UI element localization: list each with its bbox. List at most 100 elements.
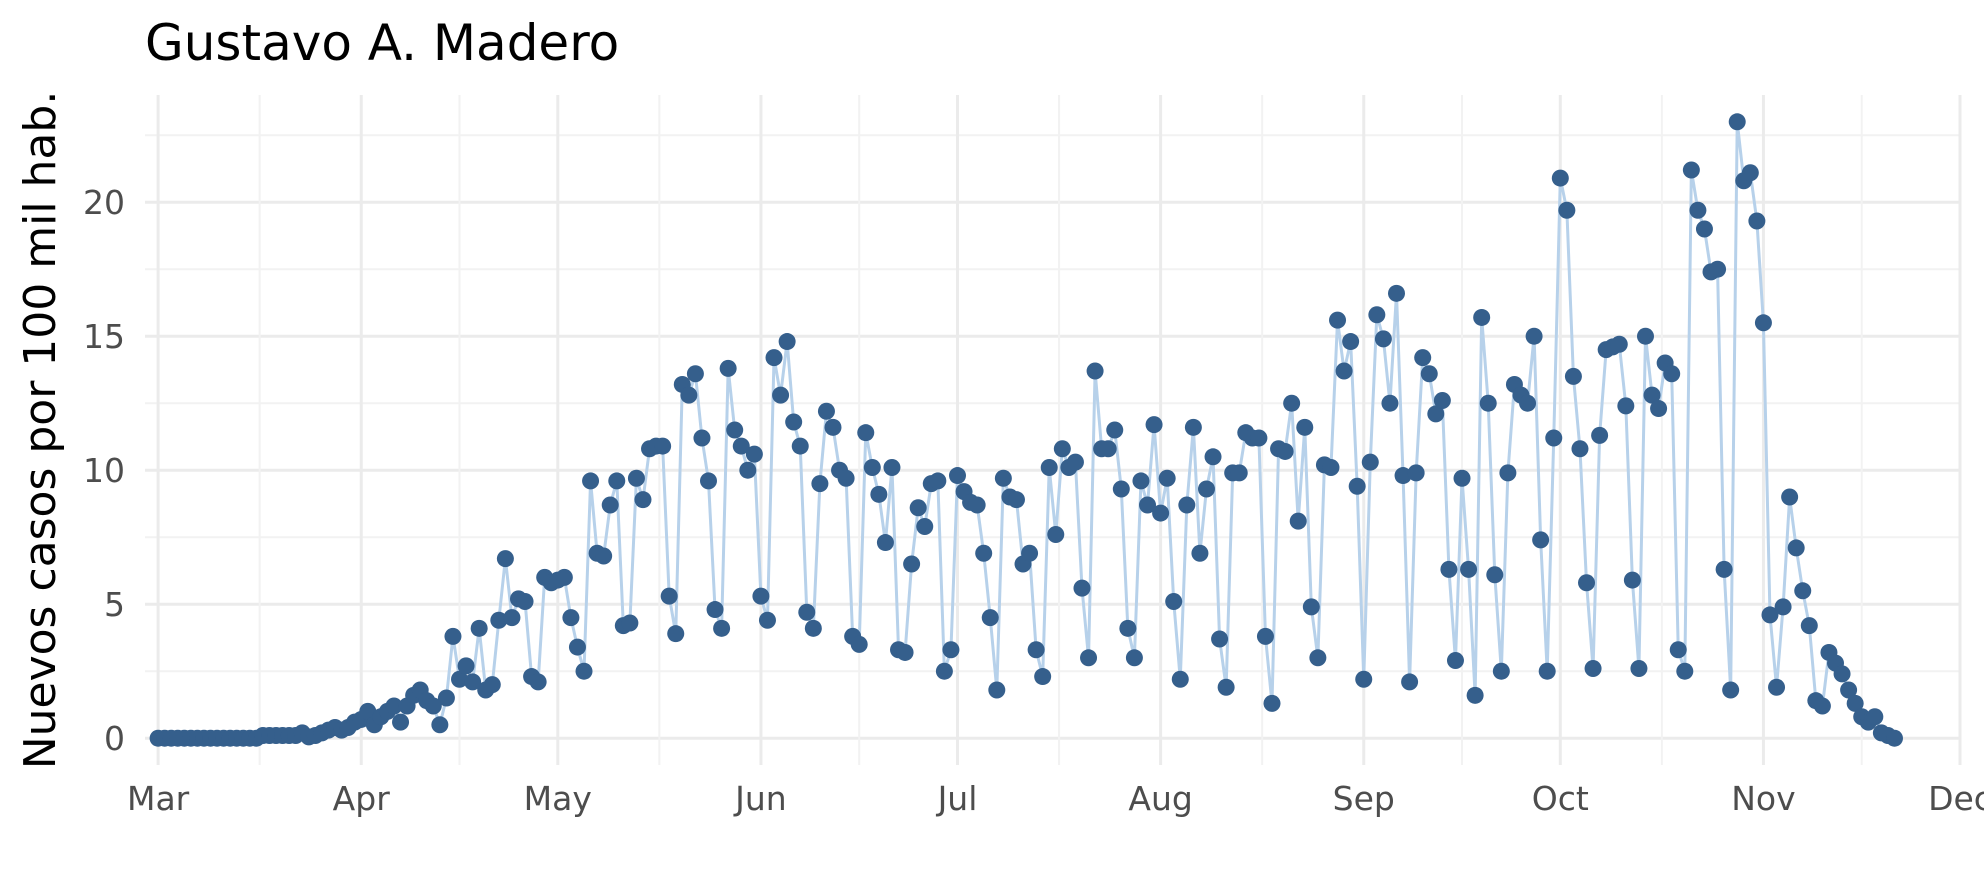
data-point [1276,442,1294,460]
data-point [516,593,534,611]
data-point [1846,694,1864,712]
data-point [1866,708,1884,726]
data-point [863,459,881,477]
data-point [1728,113,1746,131]
y-tick-label: 10 [83,451,125,490]
data-point [1460,560,1478,578]
data-point [739,461,757,479]
y-tick-label: 5 [104,585,125,624]
data-point [1414,349,1432,367]
data-point [1342,333,1360,351]
data-point [1309,649,1327,667]
data-point [1833,665,1851,683]
data-point [1302,598,1320,616]
chart-title: Gustavo A. Madero [145,14,619,72]
data-point [1420,365,1438,383]
data-point [772,386,790,404]
data-point [1217,678,1235,696]
x-tick-label: Jun [733,779,787,818]
data-point [1748,212,1766,230]
data-point [1715,560,1733,578]
data-point [1558,201,1576,219]
x-tick-label: Sep [1333,779,1395,818]
data-point [503,609,521,627]
y-tick-label: 15 [83,317,125,356]
data-point [562,609,580,627]
data-point [837,469,855,487]
data-point [1676,662,1694,680]
data-point [1840,681,1858,699]
data-point [686,365,704,383]
data-point [1073,579,1091,597]
data-point [948,467,966,485]
x-tick-label: Mar [127,779,190,818]
data-point [1591,426,1609,444]
data-point [1099,440,1117,458]
data-point [1119,619,1137,637]
data-point [490,611,508,629]
data-point [745,445,763,463]
data-point [1722,681,1740,699]
x-tick-label: Aug [1128,779,1192,818]
data-point [876,534,894,552]
data-point [1374,330,1392,348]
data-point [1021,544,1039,562]
data-point [706,601,724,619]
data-point [700,472,718,490]
data-point [1066,453,1084,471]
data-point [1709,260,1727,278]
data-point [385,697,403,715]
data-point [1741,164,1759,182]
data-point [1401,673,1419,691]
data-point [1106,421,1124,439]
data-point [1289,512,1307,530]
x-tick-label: Jul [936,779,978,818]
data-point [1761,606,1779,624]
data-point [1086,362,1104,380]
data-point [1754,314,1772,332]
data-point [1571,440,1589,458]
data-point [1663,365,1681,383]
data-point [464,673,482,691]
data-point [1204,448,1222,466]
data-point [1387,284,1405,302]
data-point [1256,627,1274,645]
data-point [1617,397,1635,415]
data-point [1630,660,1648,678]
data-point [758,611,776,629]
data-point [1250,429,1268,447]
data-point [778,333,796,351]
data-point [1774,598,1792,616]
data-point [1813,697,1831,715]
data-point [483,676,501,694]
data-point [621,614,639,632]
data-point [470,619,488,637]
data-point [732,437,750,455]
data-point [896,643,914,661]
data-point [1112,480,1130,498]
data-point [916,517,934,535]
series-line [158,120,1896,740]
data-point [975,544,993,562]
data-point [804,619,822,637]
data-point [850,635,868,653]
data-point [1479,394,1497,412]
data-point [1171,670,1189,688]
data-point [1787,539,1805,557]
data-point [1453,469,1471,487]
data-point [608,472,626,490]
data-point [1682,161,1700,179]
data-point [935,662,953,680]
data-point [1263,694,1281,712]
x-tick-label: Oct [1532,779,1589,818]
data-point [929,472,947,490]
x-tick-label: Dec [1928,779,1984,818]
data-point [883,459,901,477]
data-point [1007,491,1025,509]
data-point [1499,464,1517,482]
x-axis-ticks: Mar Apr May Jun Jul Aug Sep Oct Nov Dec [127,779,1984,818]
data-point [437,689,455,707]
data-point [719,359,737,377]
data-point [1473,308,1491,326]
data-point [1080,649,1098,667]
